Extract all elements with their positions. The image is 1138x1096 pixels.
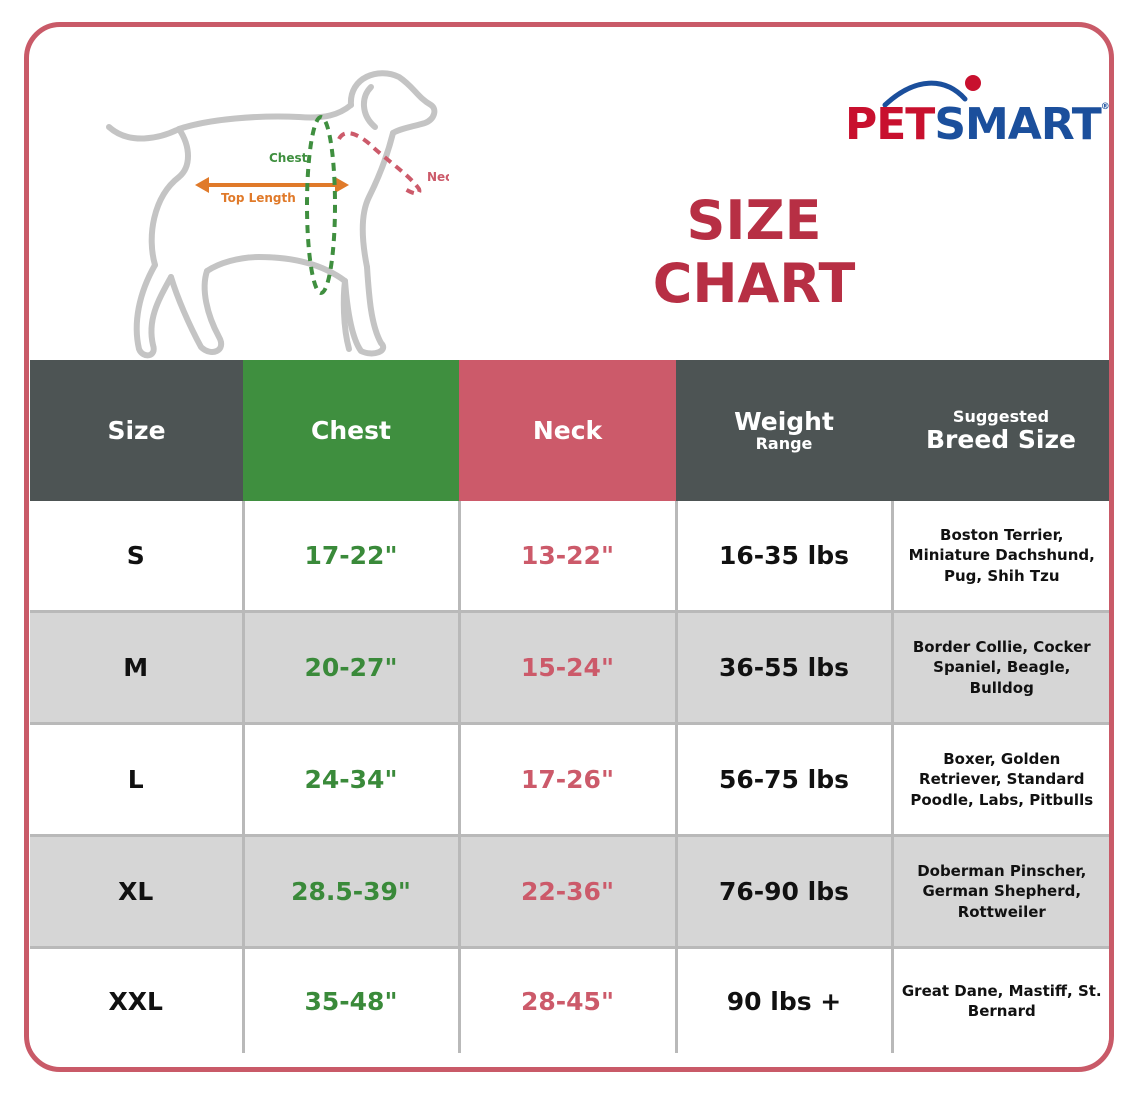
header-breed: Suggested Breed Size [892,360,1109,501]
size-chart-card: Chest Neck Top Length PETSMART® SIZE CHA… [24,22,1114,1072]
breed-cell: Boston Terrier, Miniature Dachshund, Pug… [890,501,1109,613]
logo-trademark: ® [1100,102,1109,112]
breed-cell: Border Collie, Cocker Spaniel, Beagle, B… [890,610,1109,725]
neck-cell: 22-36" [457,834,678,949]
logo-smart: SMART [934,99,1101,150]
size-cell: S [30,501,245,613]
size-cell: XL [30,834,245,949]
weight-cell: 56-75 lbs [674,722,894,837]
table-row: L 24-34" 17-26" 56-75 lbs Boxer, Golden … [30,722,1109,837]
neck-diagram-label: Neck [427,170,449,184]
weight-cell: 76-90 lbs [674,834,894,949]
neck-cell: 13-22" [457,501,678,613]
table-row: S 17-22" 13-22" 16-35 lbs Boston Terrier… [30,501,1109,613]
neck-cell: 15-24" [457,610,678,725]
size-cell: XXL [30,946,245,1053]
table-row: M 20-27" 15-24" 36-55 lbs Border Collie,… [30,610,1109,725]
weight-cell: 16-35 lbs [674,501,894,613]
neck-cell: 17-26" [457,722,678,837]
size-table: Size Chest Neck Weight Range Suggested B… [30,360,1109,1053]
chest-cell: 28.5-39" [241,834,461,949]
dog-measurement-diagram: Chest Neck Top Length [106,70,449,359]
logo-wordmark: PETSMART® [845,103,1109,147]
breed-cell: Doberman Pinscher, German Shepherd, Rott… [890,834,1109,949]
header-chest: Chest [243,360,459,501]
size-cell: L [30,722,245,837]
table-row: XL 28.5-39" 22-36" 76-90 lbs Doberman Pi… [30,834,1109,949]
breed-cell: Boxer, Golden Retriever, Standard Poodle… [890,722,1109,837]
breed-cell: Great Dane, Mastiff, St. Bernard [890,946,1109,1053]
petsmart-logo: PETSMART® [845,73,1109,153]
logo-swoosh-icon [882,75,981,108]
chest-cell: 20-27" [241,610,461,725]
table-row: XXL 35-48" 28-45" 90 lbs + Great Dane, M… [30,946,1109,1053]
weight-cell: 90 lbs + [674,946,894,1053]
top-length-arrow [195,177,349,193]
header-size: Size [30,360,243,501]
dog-outline-icon [106,70,438,359]
top-length-diagram-label: Top Length [221,191,296,205]
chest-cell: 35-48" [241,946,461,1053]
weight-cell: 36-55 lbs [674,610,894,725]
logo-pet: PET [845,99,935,150]
header-neck: Neck [459,360,676,501]
size-cell: M [30,610,245,725]
page-title: SIZE CHART [652,189,856,315]
neck-measure-loop [337,131,422,196]
neck-cell: 28-45" [457,946,678,1053]
chest-diagram-label: Chest [269,151,308,165]
header-weight: Weight Range [676,360,892,501]
chest-cell: 17-22" [241,501,461,613]
chest-measure-loop [305,115,337,295]
table-header-row: Size Chest Neck Weight Range Suggested B… [30,360,1109,501]
chest-cell: 24-34" [241,722,461,837]
